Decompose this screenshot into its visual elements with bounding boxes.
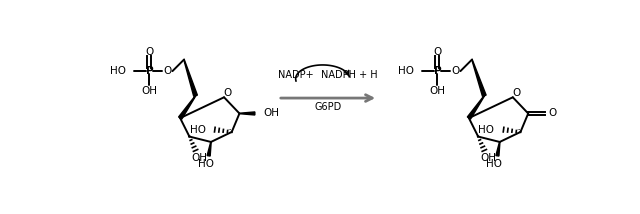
Text: HO: HO bbox=[486, 159, 502, 168]
Text: NADP+: NADP+ bbox=[278, 70, 314, 80]
Polygon shape bbox=[207, 142, 211, 156]
Polygon shape bbox=[496, 142, 500, 156]
Text: G6PD: G6PD bbox=[314, 102, 342, 112]
Text: O: O bbox=[548, 108, 556, 119]
Polygon shape bbox=[239, 112, 255, 115]
Polygon shape bbox=[472, 59, 486, 96]
Text: O: O bbox=[224, 88, 232, 98]
Text: O: O bbox=[163, 66, 171, 76]
Text: OH: OH bbox=[429, 86, 445, 96]
Polygon shape bbox=[179, 96, 196, 119]
Text: NADPH + H: NADPH + H bbox=[321, 70, 378, 80]
Text: P: P bbox=[145, 66, 153, 76]
Text: ···: ··· bbox=[227, 127, 234, 133]
Text: HO: HO bbox=[398, 66, 414, 76]
Text: O: O bbox=[513, 88, 521, 98]
Text: HO: HO bbox=[189, 125, 205, 135]
Text: HO: HO bbox=[198, 159, 214, 168]
Text: OH: OH bbox=[480, 153, 496, 163]
Text: P: P bbox=[433, 66, 441, 76]
Text: O: O bbox=[145, 47, 154, 57]
Text: HO: HO bbox=[110, 66, 126, 76]
Polygon shape bbox=[184, 59, 197, 96]
Text: HO: HO bbox=[478, 125, 494, 135]
Text: OH: OH bbox=[263, 108, 279, 119]
Text: O: O bbox=[451, 66, 459, 76]
Text: O: O bbox=[433, 47, 442, 57]
Text: OH: OH bbox=[141, 86, 157, 96]
Text: ···: ··· bbox=[516, 127, 523, 133]
Polygon shape bbox=[467, 96, 484, 119]
Text: OH: OH bbox=[191, 153, 207, 163]
